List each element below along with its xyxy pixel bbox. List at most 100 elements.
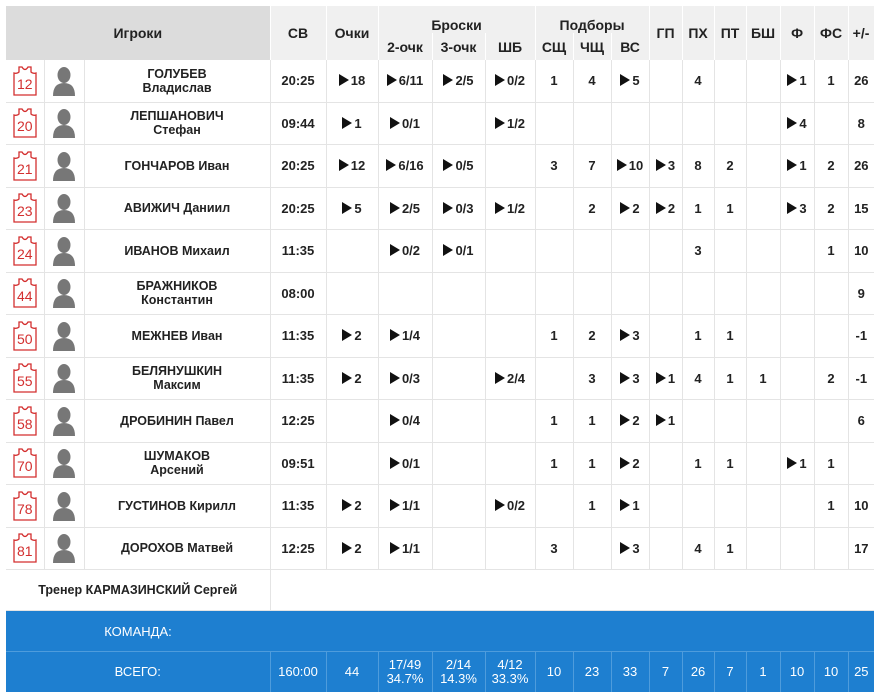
col-treb[interactable]: ВС <box>611 33 650 60</box>
player-last-name[interactable]: ИВАНОВ Михаил <box>124 243 230 258</box>
stat-fg2[interactable]: 0/1 <box>378 102 433 145</box>
stat-fg2[interactable]: 0/4 <box>378 399 433 443</box>
play-icon[interactable] <box>620 499 631 512</box>
player-row[interactable]: 12 ГОЛУБЕВ Владислав 20:25 18 6/11 2/5 0/2 1 4 5 4 1… <box>6 60 875 103</box>
player-row[interactable]: 24 ИВАНОВ Михаил 11:35 0/2 0/1 3 1 10 <box>6 229 875 273</box>
stat-pts[interactable]: 2 <box>326 527 379 570</box>
col-pm[interactable]: +/- <box>848 6 875 60</box>
stat-ft[interactable]: 1/2 <box>485 187 536 230</box>
stat-fg2[interactable]: 1/1 <box>378 484 433 528</box>
player-name-cell[interactable]: ДОРОХОВ Матвей <box>84 527 271 570</box>
player-last-name[interactable]: ДОРОХОВ Матвей <box>120 541 234 556</box>
player-last-name[interactable]: ГОНЧАРОВ Иван <box>124 158 230 173</box>
play-icon[interactable] <box>389 244 400 257</box>
player-row[interactable]: 58 ДРОБИНИН Павел 12:25 0/4 1 1 2 1 6 <box>6 399 875 443</box>
stat-pf[interactable]: 3 <box>780 187 815 230</box>
player-row[interactable]: 70 ШУМАКОВ Арсений 09:51 0/1 1 1 2 1 1 1 1 <box>6 442 875 485</box>
play-icon[interactable] <box>494 499 505 512</box>
player-name-cell[interactable]: ЛЕПШАНОВИЧ Стефан <box>84 102 271 145</box>
stat-treb[interactable]: 3 <box>611 314 650 358</box>
player-last-name[interactable]: ЛЕПШАНОВИЧ <box>130 109 224 124</box>
stat-ft[interactable]: 0/2 <box>485 60 536 103</box>
stat-pts[interactable]: 18 <box>326 60 379 103</box>
play-icon[interactable] <box>620 414 631 427</box>
stat-pf[interactable]: 1 <box>780 442 815 485</box>
stat-treb[interactable]: 5 <box>611 60 650 103</box>
stat-pts[interactable]: 1 <box>326 102 379 145</box>
stat-treb[interactable]: 2 <box>611 187 650 230</box>
stat-ast[interactable]: 1 <box>649 399 683 443</box>
stat-treb[interactable]: 2 <box>611 399 650 443</box>
player-last-name[interactable]: АВИЖИЧ Даниил <box>123 201 231 216</box>
col-pf[interactable]: Ф <box>780 6 815 60</box>
col-oreb[interactable]: СЩ <box>535 33 574 60</box>
play-icon[interactable] <box>616 159 627 172</box>
stat-treb[interactable]: 1 <box>611 484 650 528</box>
play-icon[interactable] <box>342 541 353 554</box>
stat-pf[interactable]: 1 <box>780 144 815 188</box>
col-stl[interactable]: ПТ <box>714 6 747 60</box>
player-row[interactable]: 20 ЛЕПШАНОВИЧ Стефан 09:44 1 0/1 1/2 4 8 <box>6 102 875 145</box>
play-icon[interactable] <box>342 499 353 512</box>
stat-fg2[interactable]: 1/4 <box>378 314 433 358</box>
player-first-name[interactable]: Арсений <box>150 463 204 478</box>
player-row[interactable]: 81 ДОРОХОВ Матвей 12:25 2 1/1 3 3 4 1 17 <box>6 527 875 570</box>
stat-pts[interactable]: 2 <box>326 484 379 528</box>
stat-fg2[interactable]: 0/2 <box>378 229 433 273</box>
play-icon[interactable] <box>494 116 505 129</box>
player-last-name[interactable]: БЕЛЯНУШКИН <box>131 364 223 379</box>
play-icon[interactable] <box>443 201 454 214</box>
play-icon[interactable] <box>386 74 397 87</box>
player-row[interactable]: 55 БЕЛЯНУШКИН Максим 11:35 2 0/3 2/4 3 3 1 4 1 1 2 -1 <box>6 357 875 400</box>
stat-pf[interactable]: 4 <box>780 102 815 145</box>
play-icon[interactable] <box>389 371 400 384</box>
player-first-name[interactable]: Стефан <box>153 123 201 138</box>
col-players[interactable]: Игроки <box>6 6 271 60</box>
play-icon[interactable] <box>389 116 400 129</box>
play-icon[interactable] <box>655 371 666 384</box>
player-last-name[interactable]: ГУСТИНОВ Кирилл <box>118 498 236 513</box>
stat-fg3[interactable]: 0/1 <box>432 229 486 273</box>
player-last-name[interactable]: ГОЛУБЕВ <box>147 66 207 81</box>
play-icon[interactable] <box>787 456 798 469</box>
stat-treb[interactable]: 3 <box>611 357 650 400</box>
play-icon[interactable] <box>386 159 397 172</box>
player-name-cell[interactable]: БЕЛЯНУШКИН Максим <box>84 357 271 400</box>
play-icon[interactable] <box>389 414 400 427</box>
col-ft[interactable]: ШБ <box>485 33 536 60</box>
stat-fg2[interactable]: 1/1 <box>378 527 433 570</box>
play-icon[interactable] <box>787 201 798 214</box>
col-fd[interactable]: ФС <box>814 6 849 60</box>
stat-pf[interactable]: 1 <box>780 60 815 103</box>
col-to[interactable]: ПХ <box>682 6 715 60</box>
player-name-cell[interactable]: МЕЖНЕВ Иван <box>84 314 271 358</box>
play-icon[interactable] <box>655 414 666 427</box>
stat-fg3[interactable]: 0/3 <box>432 187 486 230</box>
play-icon[interactable] <box>389 201 400 214</box>
play-icon[interactable] <box>443 74 454 87</box>
stat-pts[interactable]: 12 <box>326 144 379 188</box>
stat-ft[interactable]: 0/2 <box>485 484 536 528</box>
player-first-name[interactable]: Владислав <box>142 80 212 95</box>
player-last-name[interactable]: ДРОБИНИН Павел <box>120 413 234 428</box>
play-icon[interactable] <box>443 159 454 172</box>
stat-pts[interactable]: 2 <box>326 357 379 400</box>
play-icon[interactable] <box>389 541 400 554</box>
stat-fg2[interactable]: 6/11 <box>378 60 433 103</box>
player-first-name[interactable]: Максим <box>153 378 201 393</box>
col-min[interactable]: СВ <box>270 6 327 60</box>
play-icon[interactable] <box>620 456 631 469</box>
play-icon[interactable] <box>787 74 798 87</box>
player-name-cell[interactable]: ДРОБИНИН Павел <box>84 399 271 443</box>
player-last-name[interactable]: МЕЖНЕВ Иван <box>131 328 223 343</box>
play-icon[interactable] <box>338 74 349 87</box>
player-name-cell[interactable]: ГОЛУБЕВ Владислав <box>84 60 271 103</box>
play-icon[interactable] <box>787 116 798 129</box>
col-dreb[interactable]: ЧЩ <box>573 33 612 60</box>
play-icon[interactable] <box>494 201 505 214</box>
play-icon[interactable] <box>620 371 631 384</box>
stat-ast[interactable]: 1 <box>649 357 683 400</box>
stat-fg3[interactable]: 0/5 <box>432 144 486 188</box>
stat-treb[interactable]: 10 <box>611 144 650 188</box>
stat-ast[interactable]: 2 <box>649 187 683 230</box>
